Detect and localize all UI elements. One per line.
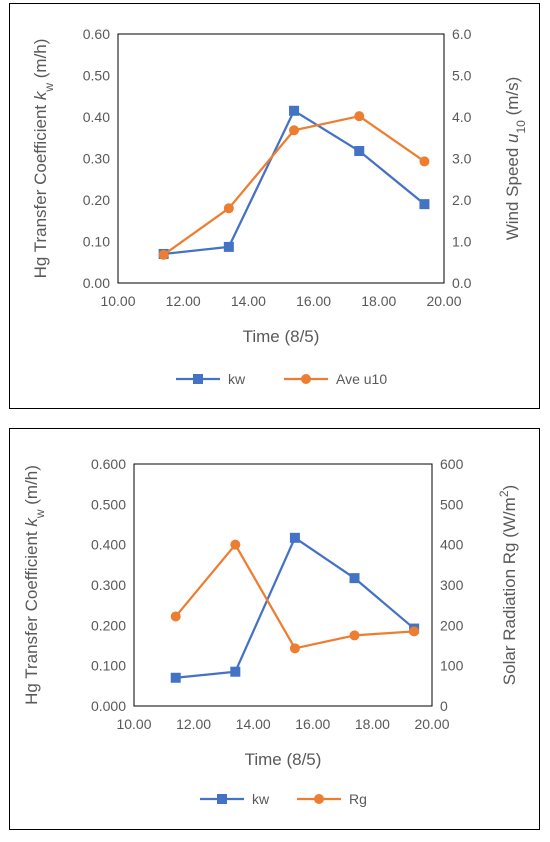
y-left-tick-label: 0.10 bbox=[83, 234, 110, 250]
x-tick-label: 10.00 bbox=[116, 716, 151, 732]
x-tick-label: 18.00 bbox=[361, 293, 396, 309]
x-tick-label: 20.00 bbox=[414, 716, 449, 732]
y-right-tick-label: 200 bbox=[440, 617, 464, 633]
axis-title-sub: w bbox=[33, 509, 47, 519]
data-point-kw bbox=[289, 105, 300, 116]
axis-title-suffix: (m/h) bbox=[22, 465, 41, 509]
plot-area-frame bbox=[133, 463, 433, 707]
plot-area-frame bbox=[117, 33, 445, 284]
data-point-kw bbox=[230, 666, 241, 677]
legend-marker bbox=[301, 374, 311, 384]
axis-title-sup: 2 bbox=[497, 490, 511, 497]
chart-panel-wind-speed: 10.00 12.00 14.00 16.00 18.00 20.00 0.00 0.10 0.… bbox=[9, 3, 540, 409]
data-point-ave-u10 bbox=[223, 203, 234, 214]
y-left-tick-label: 0.600 bbox=[91, 456, 126, 472]
x-axis-title: Time (8/5) bbox=[245, 750, 322, 769]
x-tick-label: 12.00 bbox=[176, 716, 211, 732]
y-left-tick-label: 0.000 bbox=[91, 698, 126, 714]
axis-title-sub: 10 bbox=[514, 120, 528, 134]
y-left-axis-title: Hg Transfer Coefficient kw (m/h) bbox=[31, 39, 56, 279]
legend-marker bbox=[193, 374, 203, 384]
axis-title-prefix: Hg Transfer Coefficient bbox=[22, 527, 41, 705]
chart-panel-solar-radiation: 10.00 12.00 14.00 16.00 18.00 20.00 0.000 0.100… bbox=[9, 428, 540, 830]
y-right-tick-label: 3.0 bbox=[452, 151, 472, 167]
data-point-ave-u10 bbox=[158, 249, 169, 260]
y-left-axis-title: Hg Transfer Coefficient kw (m/h) bbox=[22, 465, 47, 705]
y-right-tick-label: 0 bbox=[440, 698, 448, 714]
y-left-tick-label: 0.60 bbox=[83, 26, 110, 42]
y-right-tick-label: 1.0 bbox=[452, 234, 472, 250]
data-point-ave-u10 bbox=[354, 111, 365, 122]
axis-title-var: u bbox=[503, 133, 522, 143]
data-point-kw bbox=[170, 672, 181, 683]
data-point-kw bbox=[349, 573, 360, 584]
axis-title-suffix: (m/h) bbox=[31, 39, 50, 83]
axis-title-suffix: (m/s) bbox=[503, 77, 522, 120]
y-left-tick-label: 0.500 bbox=[91, 496, 126, 512]
y-right-axis-title: Wind Speed u10 (m/s) bbox=[503, 77, 528, 241]
y-left-tick-label: 0.00 bbox=[83, 275, 110, 291]
y-right-tick-label: 400 bbox=[440, 537, 464, 553]
y-right-tick-label: 2.0 bbox=[452, 192, 472, 208]
y-right-tick-label: 0.0 bbox=[452, 275, 472, 291]
x-tick-label: 20.00 bbox=[426, 293, 461, 309]
y-right-tick-label: 300 bbox=[440, 577, 464, 593]
y-left-tick-label: 0.400 bbox=[91, 537, 126, 553]
y-right-axis-title: Solar Radiation Rg (W/m2) bbox=[497, 485, 519, 685]
axis-title-var: k bbox=[22, 517, 41, 527]
y-left-tick-label: 0.40 bbox=[83, 109, 110, 125]
data-point-rg bbox=[349, 630, 360, 641]
series-line-ave-u10 bbox=[162, 115, 426, 256]
data-point-ave-u10 bbox=[419, 156, 430, 167]
data-point-rg bbox=[170, 611, 181, 622]
data-point-kw bbox=[289, 532, 300, 543]
y-left-tick-label: 0.100 bbox=[91, 658, 126, 674]
x-tick-label: 14.00 bbox=[236, 716, 271, 732]
axis-title-var: k bbox=[31, 90, 50, 100]
chart-solar-radiation: 10.00 12.00 14.00 16.00 18.00 20.00 0.000 0.100… bbox=[22, 456, 519, 807]
legend-label: Ave u10 bbox=[336, 371, 387, 387]
legend-marker bbox=[314, 794, 324, 804]
data-point-ave-u10 bbox=[289, 125, 300, 136]
x-tick-label: 10.00 bbox=[100, 293, 135, 309]
data-point-kw bbox=[419, 199, 430, 210]
y-left-tick-label: 0.20 bbox=[83, 192, 110, 208]
y-right-tick-label: 100 bbox=[440, 658, 464, 674]
y-left-tick-label: 0.200 bbox=[91, 617, 126, 633]
y-left-tick-label: 0.300 bbox=[91, 577, 126, 593]
x-axis-title: Time (8/5) bbox=[243, 327, 320, 346]
x-tick-label: 16.00 bbox=[296, 293, 331, 309]
legend-marker bbox=[217, 794, 227, 804]
y-right-tick-label: 600 bbox=[440, 456, 464, 472]
data-point-rg bbox=[230, 539, 241, 550]
axis-title-sub: w bbox=[42, 83, 56, 93]
x-tick-label: 18.00 bbox=[355, 716, 390, 732]
axis-title-suffix: ) bbox=[500, 485, 519, 491]
x-tick-label: 16.00 bbox=[295, 716, 330, 732]
legend-label: kw bbox=[228, 371, 246, 387]
y-right-tick-label: 500 bbox=[440, 496, 464, 512]
axis-title-prefix: Wind Speed bbox=[503, 143, 522, 240]
y-left-tick-label: 0.30 bbox=[83, 151, 110, 167]
data-point-kw bbox=[223, 241, 234, 252]
y-right-tick-label: 6.0 bbox=[452, 26, 472, 42]
data-point-rg bbox=[409, 626, 420, 637]
legend-label: kw bbox=[252, 791, 270, 807]
x-tick-label: 14.00 bbox=[231, 293, 266, 309]
chart-wind-speed: 10.00 12.00 14.00 16.00 18.00 20.00 0.00 0.10 0.… bbox=[31, 26, 528, 387]
y-right-tick-label: 4.0 bbox=[452, 109, 472, 125]
data-point-kw bbox=[354, 146, 365, 157]
data-point-rg bbox=[289, 643, 300, 654]
axis-title-prefix: Hg Transfer Coefficient bbox=[31, 100, 50, 278]
series-line-kw bbox=[175, 536, 415, 679]
y-left-tick-label: 0.50 bbox=[83, 68, 110, 84]
x-tick-label: 12.00 bbox=[166, 293, 201, 309]
series-line-rg bbox=[174, 543, 415, 650]
axis-title-prefix: Solar Radiation Rg (W/m bbox=[500, 497, 519, 685]
y-right-tick-label: 5.0 bbox=[452, 68, 472, 84]
legend-label: Rg bbox=[349, 791, 367, 807]
